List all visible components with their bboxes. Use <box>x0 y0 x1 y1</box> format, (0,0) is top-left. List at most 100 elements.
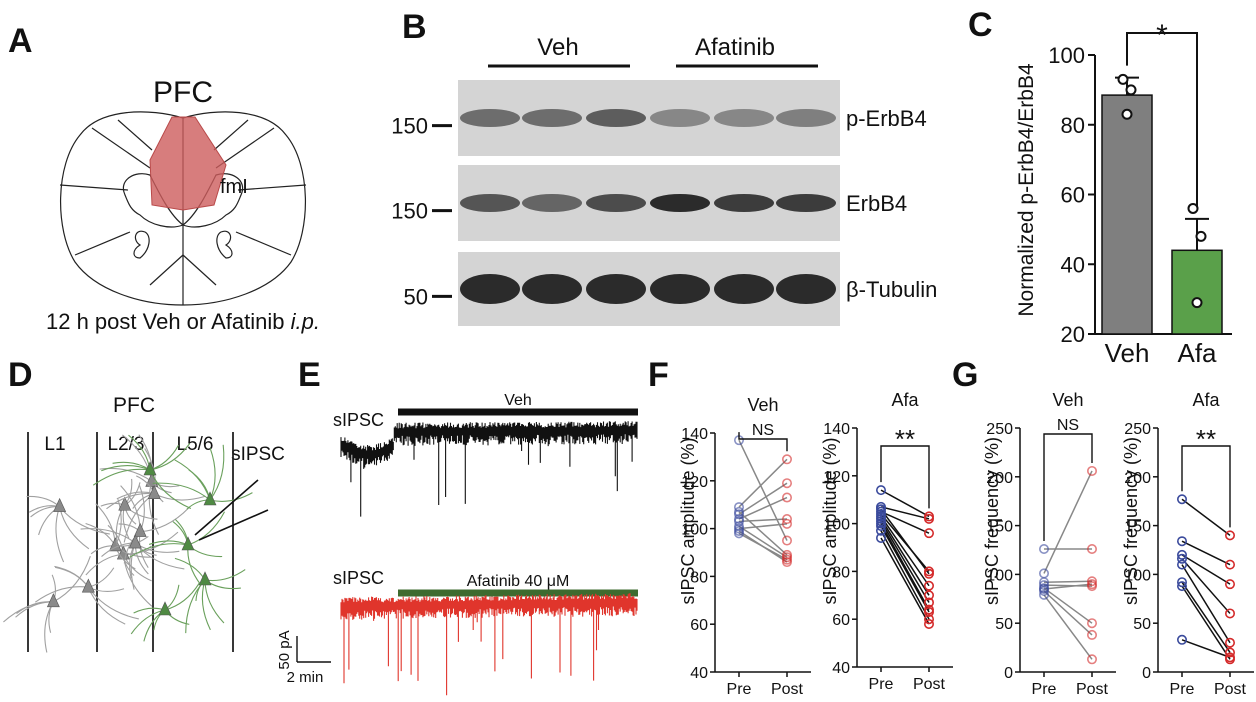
neuron-soma <box>203 491 217 506</box>
f-afa-y-tick-label: 140 <box>823 421 850 438</box>
western-blot-rows: p-ErbB4 150 ErbB4 150 β-Tubulin 50 <box>391 80 937 326</box>
chart-f-paired: 40 60 80 100 120 140 Pre Post Veh NS 40 60 80 100 120 1… <box>681 390 953 698</box>
f-afa-post-point <box>923 513 934 524</box>
f-afa-pair-line <box>880 508 930 575</box>
layer-label-l1: L1 <box>44 434 65 455</box>
blot-marker-label: 50 <box>404 284 428 309</box>
neuron-dendrite <box>188 469 211 501</box>
c-data-point <box>1191 297 1203 309</box>
neuron-dendrite <box>88 567 115 588</box>
chart-c-bars: 20 40 60 80 100 Veh Afa * <box>1048 19 1232 368</box>
g-afa-y-tick-label: 250 <box>1124 421 1151 438</box>
neuron-dendrite <box>140 506 190 533</box>
f-afa-pair-line <box>880 518 930 596</box>
neuron-dendrite <box>174 459 211 501</box>
blot-band <box>460 109 520 127</box>
g-afa-post-point <box>1225 647 1236 658</box>
panel-d: D PFC L1 L2/3 L5/6 sIPSC <box>3 356 285 653</box>
f-veh-post-point <box>781 492 792 503</box>
f-afa-y-tick-label: 120 <box>823 469 850 486</box>
panel-f-left-ylabel: sIPSC amplitude (%) <box>678 437 698 604</box>
f-afa-pair-line <box>880 525 930 613</box>
f-veh-y-tick-label: 60 <box>690 617 708 634</box>
neuron-soma <box>118 496 132 511</box>
f-afa-pre-point <box>875 485 886 496</box>
g-afa-y-tick-label: 200 <box>1124 470 1151 487</box>
neuron-dendrite <box>53 555 91 603</box>
g-veh-pair-line <box>1043 590 1093 636</box>
f-veh-y-tick-label: 140 <box>681 426 708 443</box>
neuron-dendrite <box>209 492 253 502</box>
c-x-tick-label: Afa <box>1177 338 1217 368</box>
neuron-dendrite <box>149 444 179 471</box>
blot-band <box>650 194 710 212</box>
blot-band <box>460 274 520 304</box>
f-afa-pre-point <box>875 532 886 543</box>
f-veh-pair-line <box>738 496 788 520</box>
neuron-soma <box>81 578 95 593</box>
c-y-tick-label: 100 <box>1048 43 1085 68</box>
f-veh-post-point <box>781 535 792 546</box>
panel-a-caption-main: 12 h post Veh or Afatinib <box>46 309 291 334</box>
neuron-soma <box>53 497 67 512</box>
g-afa-pair-line <box>1181 585 1231 660</box>
g-afa-pair-line <box>1181 498 1231 536</box>
panel-d-title: PFC <box>113 394 155 417</box>
neuron-soma <box>181 536 195 551</box>
neuron-dendrite <box>80 528 136 544</box>
f-afa-post-point <box>923 618 934 629</box>
f-veh-pair-line <box>738 532 788 561</box>
blot-marker-label: 150 <box>391 114 428 139</box>
layer-label-l56: L5/6 <box>177 434 214 455</box>
f-afa-pair-line <box>880 530 930 620</box>
panel-e-letter: E <box>298 356 321 394</box>
g-veh-pair-line <box>1043 470 1093 574</box>
g-afa-pre-point <box>1177 549 1188 560</box>
f-afa-title: Afa <box>891 390 919 410</box>
neuron-illustration <box>3 434 253 653</box>
c-y-tick-label: 80 <box>1061 113 1085 138</box>
f-afa-pre-point <box>875 525 886 536</box>
f-afa-pair-line <box>880 523 930 611</box>
c-data-point <box>1125 84 1137 96</box>
trace-top-label: sIPSC <box>333 410 384 430</box>
f-afa-y-tick-label: 80 <box>832 564 850 581</box>
g-afa-post-point <box>1225 559 1236 570</box>
g-veh-pair-line <box>1043 584 1093 587</box>
c-data-point <box>1121 108 1133 120</box>
layer-label-l23: L2/3 <box>108 434 145 455</box>
f-afa-pair-line <box>880 506 930 520</box>
blot-band <box>460 194 520 212</box>
neuron-dendrite <box>34 586 89 603</box>
f-veh-pair-line <box>738 458 788 508</box>
f-veh-y-tick-label: 100 <box>681 522 708 539</box>
g-veh-x-tick-label: Pre <box>1032 681 1057 698</box>
chart-g-paired: 0 50 100 150 200 250 Pre Post Veh NS 0 50 100 150 200 2… <box>986 390 1254 698</box>
c-y-tick-label: 40 <box>1061 252 1085 277</box>
neuron-dendrite <box>153 493 206 501</box>
g-veh-post-point <box>1087 579 1098 590</box>
g-veh-pre-point <box>1039 589 1050 600</box>
g-veh-pre-point <box>1039 584 1050 595</box>
f-veh-post-point <box>781 514 792 525</box>
panel-d-letter: D <box>8 356 33 394</box>
f-veh-post-point <box>781 549 792 560</box>
neuron-soma <box>147 484 161 499</box>
g-afa-pre-point <box>1177 634 1188 645</box>
f-veh-y-tick-label: 40 <box>690 665 708 682</box>
neuron-dendrite <box>87 586 139 620</box>
panel-b: B Veh Afatinib p-ErbB4 150 ErbB4 150 β-Tubul… <box>391 8 937 326</box>
f-veh-x-tick-label: Pre <box>727 681 752 698</box>
blot-row-label: p-ErbB4 <box>846 106 927 131</box>
g-veh-post-point <box>1087 465 1098 476</box>
f-veh-pre-point <box>733 502 744 513</box>
blot-band <box>714 194 774 212</box>
f-afa-significance-bracket <box>880 445 930 509</box>
g-veh-pair-line <box>1043 583 1093 590</box>
panel-c: C Normalized p-ErbB4/ErbB4 20 40 60 80 100 Ve… <box>968 6 1232 368</box>
c-bar-afa <box>1171 249 1223 335</box>
g-afa-x-tick-label: Post <box>1214 681 1247 698</box>
f-veh-pre-point <box>733 516 744 527</box>
f-afa-y-tick-label: 100 <box>823 517 850 534</box>
f-afa-y-tick-label: 40 <box>832 660 850 677</box>
